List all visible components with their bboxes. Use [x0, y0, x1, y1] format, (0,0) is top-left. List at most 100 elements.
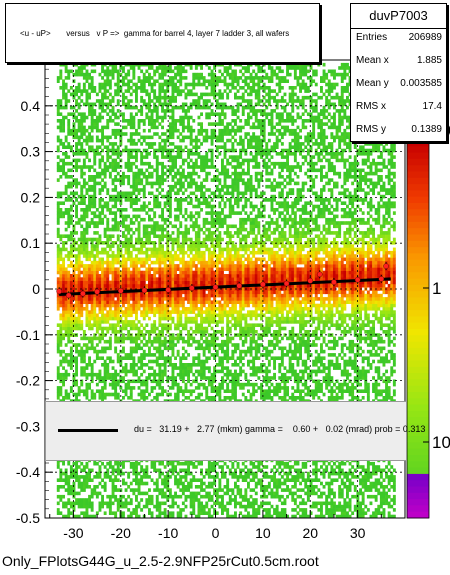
- heatmap-cell: [132, 142, 136, 146]
- heatmap-cell: [67, 307, 71, 311]
- heatmap-cell: [56, 494, 60, 499]
- heatmap-cell: [122, 260, 125, 265]
- heatmap-cell: [98, 303, 102, 308]
- heatmap-cell: [111, 161, 115, 166]
- heatmap-cell: [127, 508, 131, 512]
- heatmap-cell: [142, 201, 146, 205]
- heatmap-cell: [197, 267, 201, 271]
- heatmap-cell: [140, 389, 144, 393]
- heatmap-cell: [80, 485, 84, 489]
- heatmap-cell: [202, 297, 206, 301]
- heatmap-cell: [90, 376, 94, 380]
- heatmap-cell: [179, 82, 183, 87]
- heatmap-cell: [122, 171, 125, 176]
- heatmap-cell: [184, 339, 188, 344]
- heatmap-cell: [101, 221, 104, 225]
- heatmap-cell: [69, 363, 73, 367]
- heatmap-cell: [77, 194, 81, 199]
- heatmap-cell: [142, 396, 146, 400]
- heatmap-cell: [114, 194, 118, 199]
- heatmap-cell: [176, 201, 180, 205]
- heatmap-cell: [150, 330, 154, 334]
- heatmap-cell: [189, 148, 193, 153]
- heatmap-cell: [155, 105, 159, 110]
- heatmap-cell: [171, 69, 175, 74]
- heatmap-cell: [207, 481, 211, 486]
- heatmap-cell: [132, 488, 136, 492]
- heatmap-cell: [132, 115, 136, 120]
- heatmap-cell: [145, 142, 149, 146]
- heatmap-cell: [158, 234, 162, 238]
- heatmap-cell: [116, 82, 120, 87]
- heatmap-cell: [85, 155, 89, 159]
- heatmap-cell: [171, 135, 175, 140]
- heatmap-cell: [207, 105, 211, 110]
- heatmap-cell: [184, 109, 188, 113]
- heatmap-cell: [88, 168, 91, 173]
- heatmap-cell: [88, 471, 91, 476]
- heatmap-cell: [135, 313, 138, 318]
- heatmap-cell: [140, 270, 144, 275]
- heatmap-cell: [127, 293, 131, 298]
- heatmap-cell: [114, 201, 118, 205]
- heatmap-cell: [95, 260, 99, 265]
- heatmap-cell: [95, 175, 99, 179]
- heatmap-cell: [135, 478, 138, 482]
- heatmap-cell: [106, 125, 110, 130]
- heatmap-cell: [135, 274, 138, 278]
- heatmap-cell: [174, 82, 177, 87]
- heatmap-cell: [127, 165, 131, 169]
- heatmap-cell: [75, 221, 78, 225]
- heatmap-cell: [155, 161, 159, 166]
- heatmap-cell: [135, 323, 138, 327]
- heatmap-cell: [142, 191, 146, 196]
- heatmap-cell: [95, 330, 99, 334]
- heatmap-cell: [168, 62, 172, 67]
- heatmap-cell: [122, 231, 125, 235]
- heatmap-cell: [142, 316, 146, 321]
- heatmap-cell: [200, 481, 203, 486]
- heatmap-cell: [127, 102, 131, 107]
- heatmap-cell: [85, 346, 89, 351]
- heatmap-cell: [62, 165, 65, 169]
- heatmap-cell: [161, 379, 164, 384]
- heatmap-cell: [122, 481, 125, 486]
- heatmap-cell: [77, 313, 81, 318]
- heatmap-cell: [135, 95, 138, 100]
- heatmap-cell: [153, 152, 157, 156]
- heatmap-cell: [158, 122, 162, 126]
- heatmap-cell: [85, 498, 89, 502]
- heatmap-cell: [161, 297, 164, 301]
- heatmap-cell: [148, 501, 151, 506]
- heatmap-cell: [111, 366, 115, 370]
- heatmap-cell: [56, 112, 60, 116]
- heatmap-cell: [75, 69, 78, 74]
- heatmap-cell: [194, 316, 198, 321]
- heatmap-cell: [122, 194, 125, 199]
- heatmap-cell: [80, 128, 84, 133]
- heatmap-cell: [111, 267, 115, 271]
- heatmap-cell: [56, 155, 60, 159]
- heatmap-cell: [62, 89, 65, 93]
- heatmap-cell: [127, 396, 131, 400]
- heatmap-cell: [64, 211, 68, 215]
- heatmap-cell: [181, 290, 185, 295]
- heatmap-cell: [101, 138, 104, 143]
- heatmap-cell: [135, 86, 138, 90]
- heatmap-cell: [129, 66, 133, 70]
- heatmap-cell: [95, 171, 99, 176]
- heatmap-cell: [75, 366, 78, 370]
- heatmap-cell: [184, 135, 188, 140]
- heatmap-cell: [174, 198, 177, 202]
- heatmap-cell: [64, 76, 68, 80]
- heatmap-cell: [145, 175, 149, 179]
- heatmap-cell: [122, 175, 125, 179]
- heatmap-cell: [153, 247, 157, 252]
- heatmap-cell: [72, 313, 76, 318]
- heatmap-cell: [163, 363, 167, 367]
- heatmap-cell: [98, 89, 102, 93]
- heatmap-cell: [122, 99, 125, 103]
- heatmap-cell: [189, 316, 193, 321]
- heatmap-cell: [98, 392, 102, 397]
- heatmap-cell: [140, 392, 144, 397]
